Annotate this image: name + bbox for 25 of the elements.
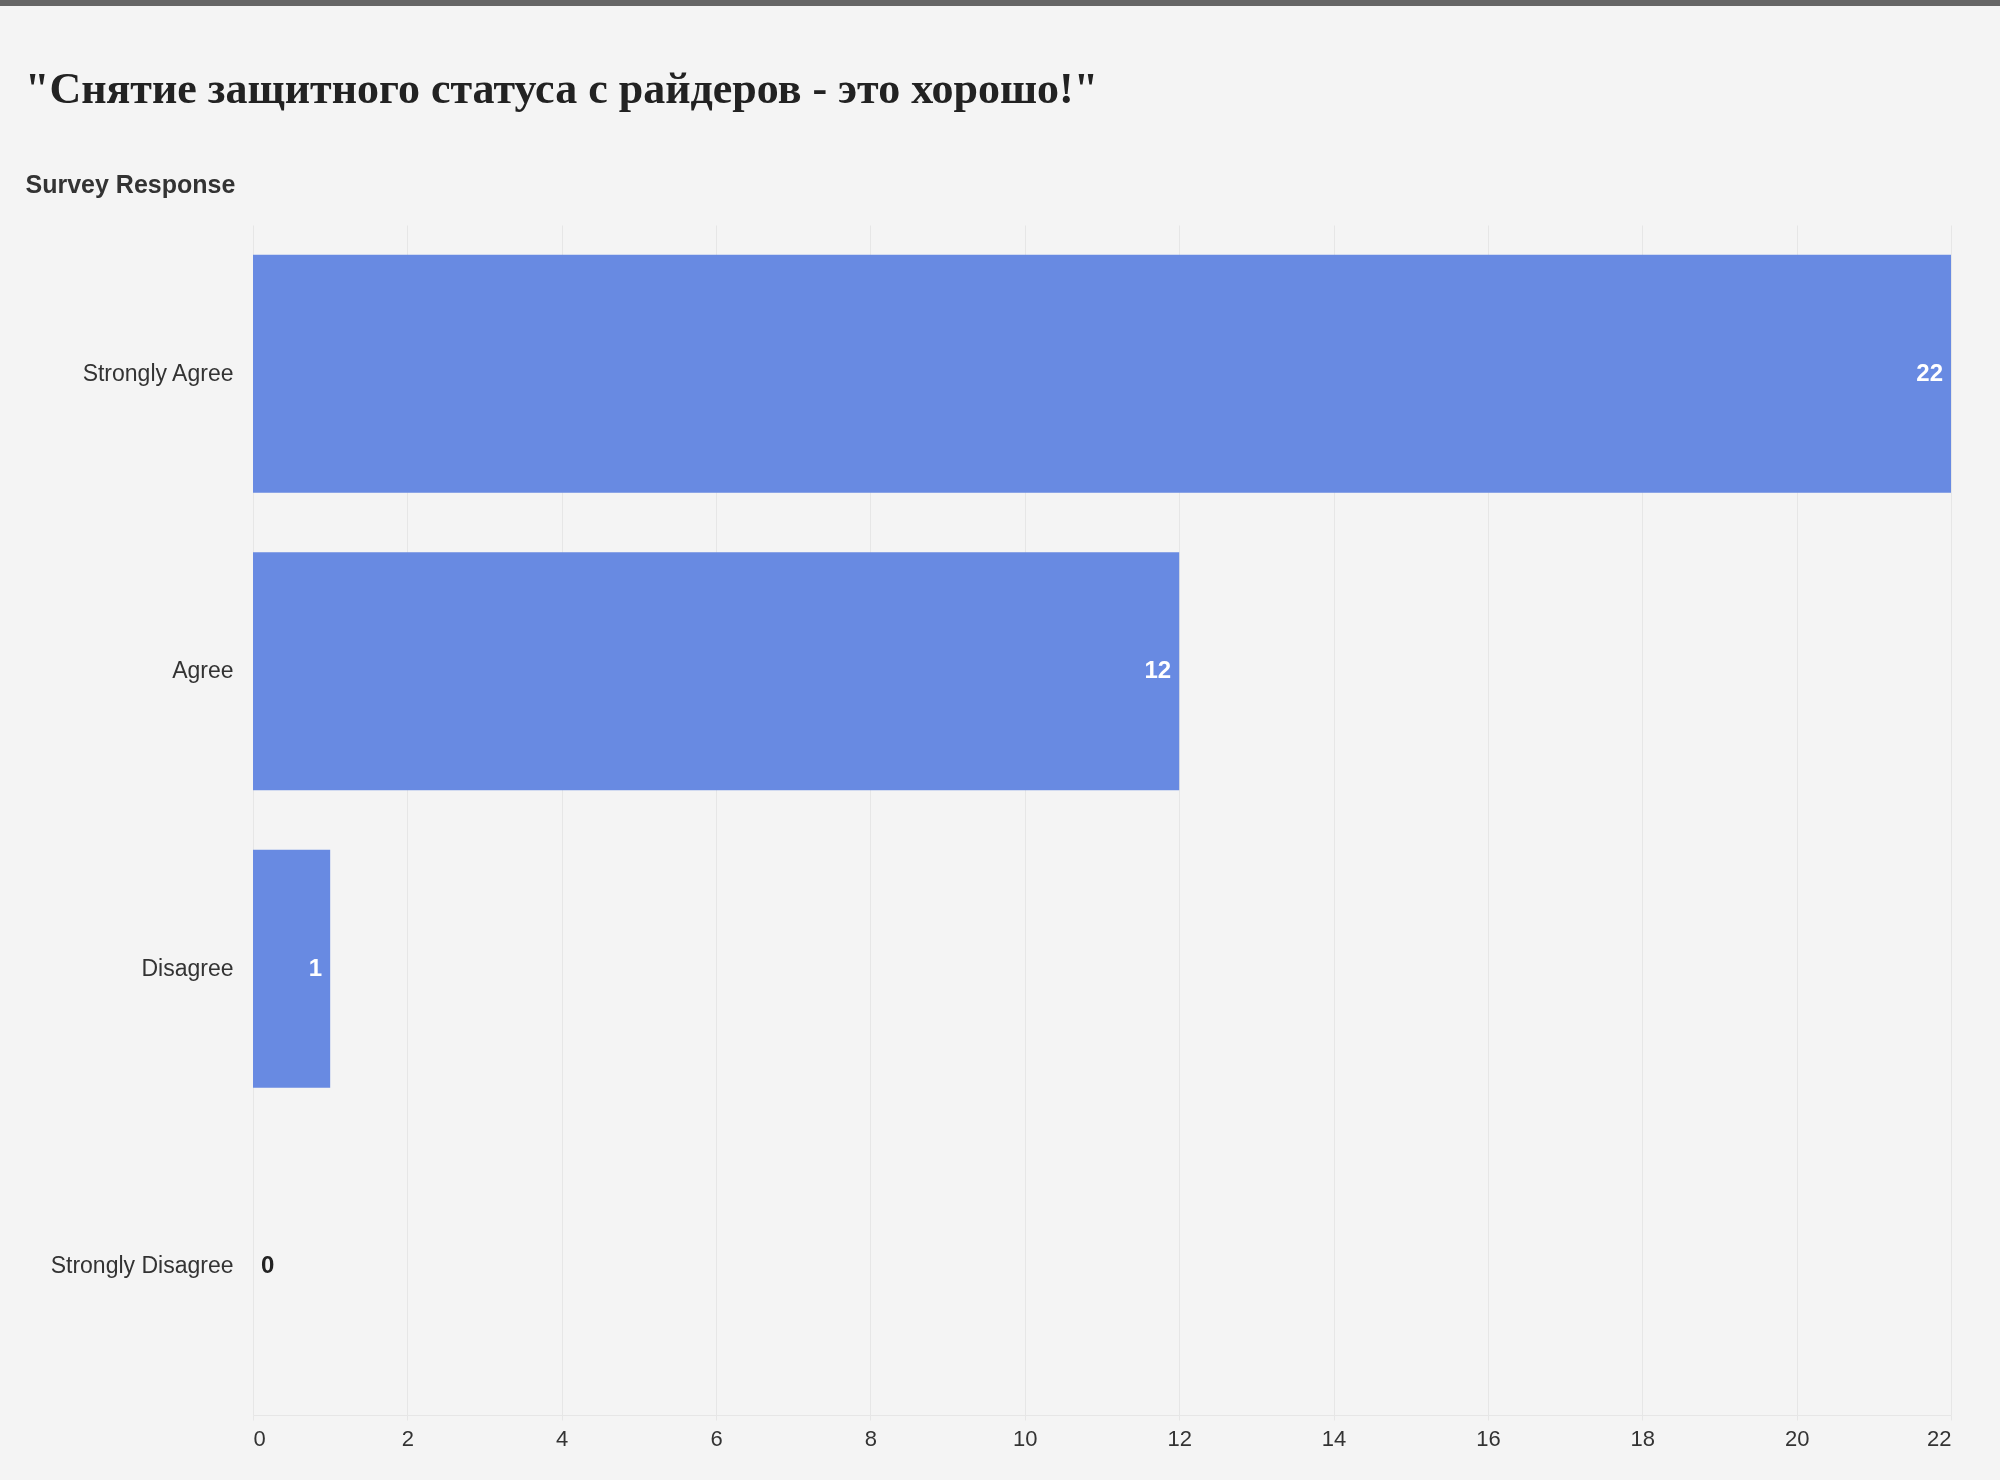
x-tick-label: 6 <box>710 1425 723 1451</box>
data-label: 12 <box>1144 656 1172 684</box>
x-tick-label: 18 <box>1630 1425 1656 1451</box>
y-tick-label: Strongly Agree <box>82 359 234 386</box>
chart-title: "Снятие защитного статуса с райдеров - это хорошо!" <box>25 64 1099 113</box>
y-axis-title: Survey Response <box>25 169 236 198</box>
bar <box>253 849 331 1088</box>
x-tick-label: 22 <box>1927 1425 1952 1451</box>
x-tick-label: 4 <box>556 1425 569 1451</box>
x-tick-label: 12 <box>1167 1425 1192 1451</box>
x-tick-label: 10 <box>1013 1425 1038 1451</box>
y-tick-label: Disagree <box>141 954 234 981</box>
x-tick-label: 8 <box>864 1425 878 1451</box>
y-tick-label: Agree <box>172 657 234 684</box>
data-label: 0 <box>261 1251 275 1279</box>
bar <box>253 552 1180 791</box>
data-label: 1 <box>308 953 323 981</box>
x-tick-label: 14 <box>1321 1425 1347 1451</box>
data-label: 22 <box>1916 358 1943 386</box>
x-tick-label: 20 <box>1784 1425 1810 1451</box>
y-tick-label: Strongly Disagree <box>50 1252 234 1279</box>
x-tick-label: 0 <box>253 1425 266 1451</box>
x-tick-label: 2 <box>401 1425 414 1451</box>
bar <box>253 254 1951 493</box>
x-tick-label: 16 <box>1476 1425 1501 1451</box>
